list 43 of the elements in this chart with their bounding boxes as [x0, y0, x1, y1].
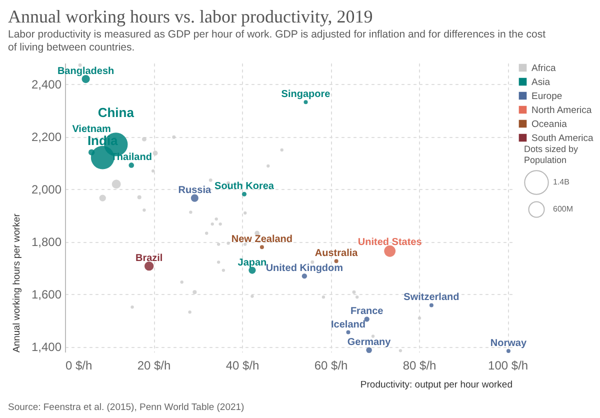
legend-label: 1.4B: [553, 178, 570, 186]
y-tick-label: 1,800: [31, 235, 62, 250]
annotation: Norway: [490, 338, 527, 349]
annotation: Vietnam: [72, 124, 112, 136]
x-tick-label: 100 $/h: [488, 358, 528, 372]
legend-label: Europe: [532, 90, 562, 102]
y-axis-title: Annual working hours per worker: [11, 214, 22, 352]
legend-label: Oceania: [532, 118, 568, 130]
annotation: South Korea: [214, 181, 274, 192]
annotation: Germany: [347, 337, 392, 348]
annotation: Brazil: [135, 253, 163, 264]
x-tick-label: 60 $/h: [314, 358, 348, 372]
legend-label: 600M: [553, 204, 574, 214]
annotation: United States: [358, 237, 422, 248]
annotation: Bangladesh: [57, 66, 114, 78]
annotation: Australia: [314, 248, 358, 260]
x-axis-title: Productivity: output per hour worked: [360, 380, 512, 390]
y-tick-label: 1,600: [31, 288, 62, 302]
annotation: Switzerland: [404, 292, 460, 304]
annotation: Singapore: [281, 89, 331, 100]
annotation: New Zealand: [231, 234, 293, 246]
chart-subtitle: Labor productivity is measured as GDP per hour of work. GDP is adjusted for inflation and for differences in the cost of living between countries.: [8, 28, 546, 54]
x-tick-label: 20 $/h: [137, 358, 171, 372]
annotation: China: [98, 105, 135, 120]
y-tick-label: 2,000: [31, 182, 62, 197]
y-tick-label: 2,200: [31, 130, 62, 144]
annotation: Japan: [238, 257, 267, 268]
y-tick-label: 2,400: [31, 78, 62, 92]
legend-label: North America: [532, 104, 592, 116]
x-tick-label: 40 $/h: [226, 358, 260, 372]
x-tick-label: 80 $/h: [402, 358, 436, 372]
legend-label: Africa: [532, 62, 556, 74]
annotation: United Kingdom: [266, 263, 344, 274]
legend-title: Dots sized by Population: [524, 144, 579, 165]
y-tick-label: 1,400: [31, 340, 62, 354]
annotation: Russia: [178, 185, 212, 196]
annotation: Iceland: [331, 319, 366, 330]
source-note: Source: Feenstra et al. (2015), Penn World Table (2021): [8, 402, 244, 413]
x-tick-label: 0 $/h: [66, 358, 92, 372]
legend-label: South America: [532, 132, 594, 144]
legend-label: Asia: [532, 76, 551, 88]
annotation: France: [350, 306, 384, 318]
chart-title: Annual working hours vs. labor productivity, 2019: [8, 6, 373, 26]
